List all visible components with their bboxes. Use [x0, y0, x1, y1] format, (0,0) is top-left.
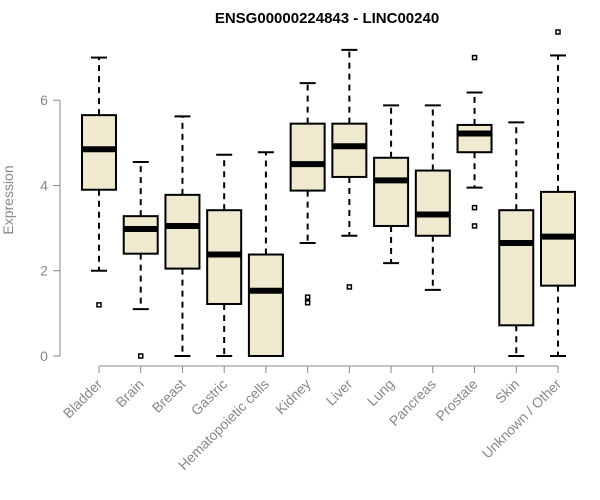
outlier-point: [471, 223, 478, 229]
outlier-point: [304, 294, 311, 300]
outlier-point: [96, 302, 102, 308]
iqr-box: [81, 114, 117, 191]
y-tick-label: 0: [40, 348, 48, 364]
y-tick-label: 6: [40, 92, 48, 108]
box-breast: [164, 115, 201, 357]
outlier-point: [471, 204, 478, 211]
box-brain: [122, 161, 159, 359]
x-tick-label: Breast: [149, 376, 189, 416]
chart-title: ENSG00000224843 - LINC00240: [215, 10, 439, 27]
x-tick-label: Lung: [364, 376, 397, 409]
outlier-point: [137, 353, 144, 359]
iqr-box: [331, 122, 368, 178]
boxes-group: [81, 29, 576, 359]
y-tick-label: 2: [40, 263, 48, 279]
box-lung: [373, 104, 410, 265]
box-pancreas: [414, 104, 451, 291]
box-unknown-other: [540, 29, 576, 357]
outlier-point: [304, 299, 311, 306]
x-tick-label: Skin: [492, 376, 523, 407]
iqr-box: [289, 122, 326, 192]
outlier-point: [471, 54, 478, 61]
iqr-box: [122, 215, 159, 255]
box-kidney: [289, 82, 326, 306]
box-bladder: [81, 56, 117, 308]
box-gastric: [206, 153, 243, 357]
outlier-point: [555, 29, 561, 35]
iqr-box: [164, 193, 201, 270]
iqr-box: [414, 169, 451, 237]
box-liver: [331, 48, 368, 290]
iqr-box: [498, 209, 535, 327]
y-axis: 0 2 4 6: [40, 92, 61, 364]
iqr-box: [456, 123, 493, 154]
outlier-point: [346, 284, 353, 290]
box-prostate: [456, 54, 493, 229]
iqr-box: [373, 156, 410, 227]
y-tick-label: 4: [40, 177, 48, 193]
x-tick-label: Unknown / Other: [479, 376, 565, 462]
box-skin: [498, 121, 535, 357]
x-tick-label: Kidney: [272, 376, 314, 418]
x-tick-label: Brain: [112, 376, 146, 410]
x-tick-label: Prostate: [432, 376, 480, 424]
iqr-box: [247, 253, 284, 357]
x-tick-label: Liver: [323, 376, 356, 409]
y-axis-label: Expression: [0, 165, 16, 234]
x-tick-label: Bladder: [60, 376, 106, 422]
box-hematopoietic-cells: [247, 151, 284, 357]
